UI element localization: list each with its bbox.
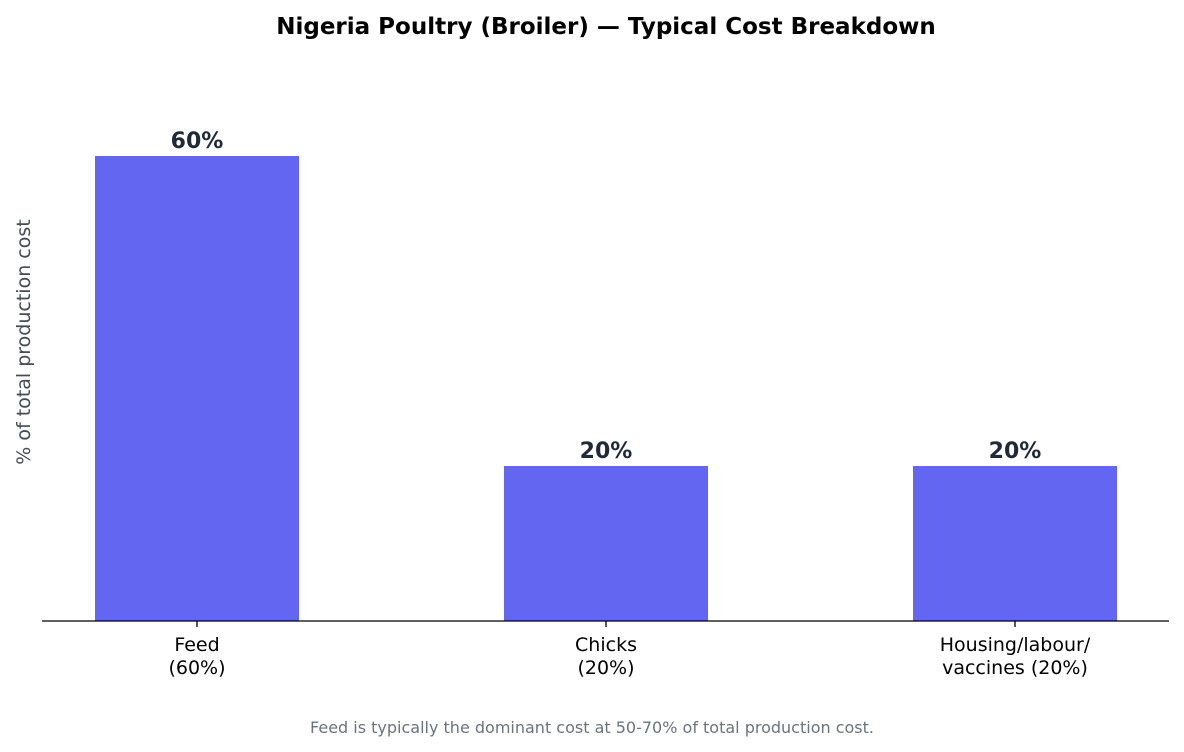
bars-group: 60% 20% 20%	[95, 129, 1117, 621]
footnote: Feed is typically the dominant cost at 5…	[310, 718, 874, 737]
data-label-feed: 60%	[171, 129, 224, 154]
y-axis-label: % of total production cost	[13, 219, 35, 464]
data-label-chicks: 20%	[580, 439, 633, 464]
data-label-housing: 20%	[989, 439, 1042, 464]
bar-chicks	[504, 466, 708, 621]
x-tick-label-feed: Feed (60%)	[168, 634, 225, 679]
bar-housing	[913, 466, 1117, 621]
bar-feed	[95, 156, 299, 621]
x-ticks-group: Feed (60%) Chicks (20%) Housing/labour/vacci…	[168, 621, 1091, 679]
x-tick-label-housing: Housing/labour/vaccines (20%)	[940, 634, 1091, 679]
x-tick-label-chicks: Chicks (20%)	[575, 634, 637, 679]
chart-title: Nigeria Poultry (Broiler) — Typical Cost…	[276, 14, 936, 40]
